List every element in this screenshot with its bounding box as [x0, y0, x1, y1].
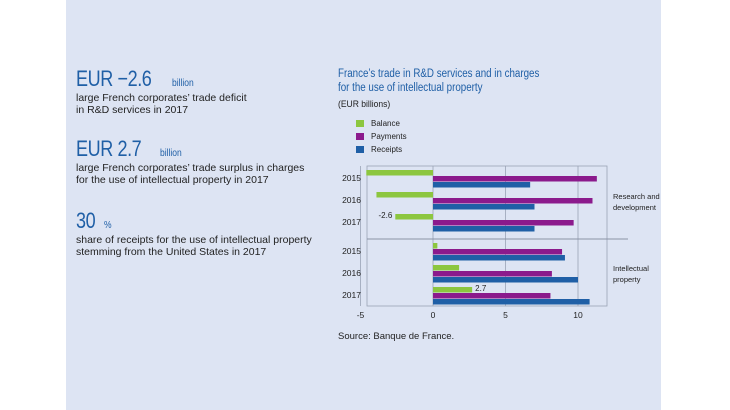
desc-line: for the use of intellectual property in … — [76, 174, 269, 186]
key-figure-desc: large French corporates’ trade surplus i… — [76, 162, 304, 186]
key-figure-ip-surplus: EUR 2.7 billion large French corporates’… — [76, 136, 304, 187]
legend-swatch-receipts — [356, 146, 364, 153]
legend-label: Receipts — [371, 145, 403, 154]
desc-line: large French corporates’ trade deficit — [76, 92, 247, 104]
group-label: Research and — [613, 192, 660, 201]
bar-receipts — [433, 182, 531, 188]
y-year-label: 2016 — [342, 195, 361, 205]
infographic-panel: EUR −2.6 billion large French corporates… — [66, 0, 661, 410]
x-tick-label: 0 — [431, 310, 436, 320]
bar-balance — [376, 192, 433, 198]
group-label: development — [613, 203, 657, 212]
key-figure-rd-deficit: EUR −2.6 billion large French corporates… — [76, 66, 247, 117]
bar-payments — [433, 220, 574, 226]
desc-line: in R&D services in 2017 — [76, 104, 189, 116]
chart-title-line: for the use of intellectual property — [338, 82, 483, 94]
legend-item-receipts: Receipts — [356, 143, 407, 156]
y-year-label: 2017 — [342, 290, 361, 300]
y-year-label: 2016 — [342, 268, 361, 278]
bar-balance — [395, 214, 433, 220]
key-figure-unit: % — [103, 220, 112, 231]
x-tick-label: 5 — [503, 310, 508, 320]
chart-title-line: France’s trade in R&D services and in ch… — [338, 68, 540, 80]
x-tick-label: 10 — [573, 310, 583, 320]
x-tick-label: -5 — [357, 310, 365, 320]
desc-line: share of receipts for the use of intelle… — [76, 234, 312, 246]
y-year-label: 2015 — [342, 246, 361, 256]
bar-balance — [433, 265, 460, 271]
plot-frame — [366, 165, 608, 307]
key-figure-desc: share of receipts for the use of intelle… — [76, 234, 312, 258]
legend-label: Payments — [371, 132, 407, 141]
key-figure-us-share: 30 % share of receipts for the use of in… — [76, 208, 312, 259]
chart-subtitle: (EUR billions) — [338, 99, 391, 110]
data-label: 2.7 — [475, 284, 487, 293]
source-note: Source: Banque de France. — [338, 331, 455, 342]
desc-line: large French corporates’ trade surplus i… — [76, 162, 305, 174]
bar-chart: -5 0 5 10 2015 2016 2017 Research and developmen… — [342, 165, 660, 320]
group-label: property — [613, 275, 641, 284]
bar-payments — [433, 271, 552, 277]
bar-payments — [433, 293, 551, 299]
legend-label: Balance — [371, 119, 400, 128]
y-year-label: 2017 — [342, 217, 361, 227]
legend-item-payments: Payments — [356, 130, 407, 143]
key-figure-value: 30 — [76, 208, 96, 233]
bar-receipts — [433, 277, 578, 283]
data-label: -2.6 — [379, 211, 393, 220]
key-figure-desc: large French corporates’ trade deficit i… — [76, 92, 247, 116]
desc-line: stemming from the United States in 2017 — [76, 246, 267, 258]
key-figure-value: EUR 2.7 — [76, 136, 142, 161]
key-figure-unit: billion — [160, 148, 182, 159]
legend-swatch-payments — [356, 133, 364, 140]
group-label: Intellectual — [613, 264, 649, 273]
bar-balance — [433, 287, 473, 293]
bar-balance — [366, 170, 433, 176]
key-figure-unit: billion — [172, 78, 195, 89]
legend-swatch-balance — [356, 120, 364, 127]
bar-payments — [433, 176, 597, 182]
bar-payments — [433, 198, 593, 204]
bar-receipts — [433, 299, 590, 305]
chart-title: France’s trade in R&D services and in ch… — [338, 67, 542, 95]
bar-receipts — [433, 204, 535, 210]
bar-payments — [433, 249, 563, 255]
bar-receipts — [433, 255, 565, 261]
legend-item-balance: Balance — [356, 117, 407, 130]
y-year-label: 2015 — [342, 173, 361, 183]
bar-balance — [433, 243, 438, 249]
bar-receipts — [433, 226, 535, 232]
key-figure-value: EUR −2.6 — [76, 66, 152, 91]
chart-legend: Balance Payments Receipts — [356, 117, 407, 156]
